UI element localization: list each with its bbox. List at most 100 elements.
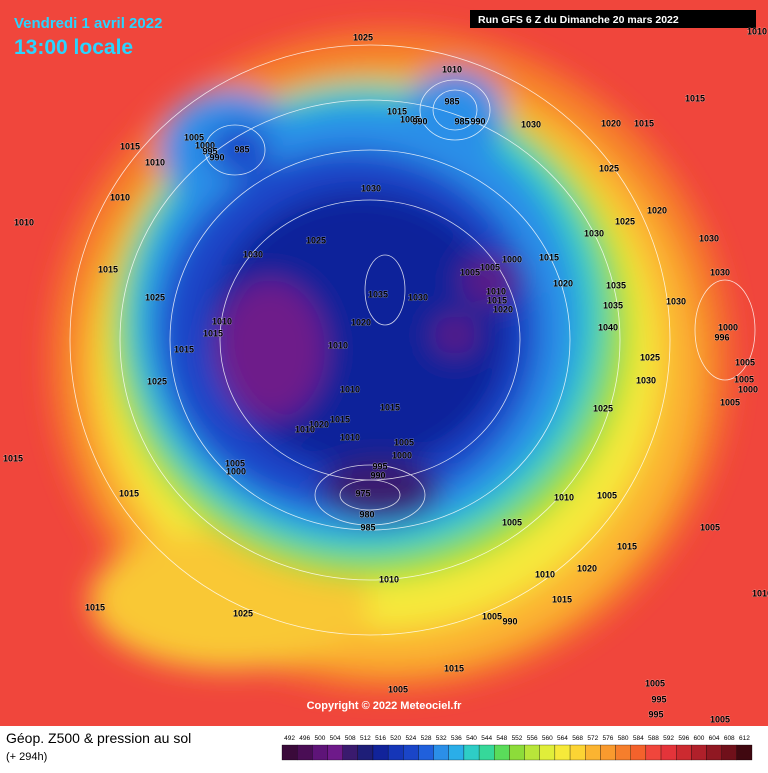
isobar-label: 1015 xyxy=(617,541,637,551)
isobar-label: 1030 xyxy=(361,183,381,193)
scale-swatch xyxy=(585,744,601,761)
scale-swatch xyxy=(600,744,616,761)
isobar-label: 985 xyxy=(444,96,459,106)
isobar-label: 985 xyxy=(234,144,249,154)
isobar-label: 1005 xyxy=(460,267,480,277)
isobar-label: 1040 xyxy=(598,322,618,332)
scale-label: 492 xyxy=(284,735,295,742)
isobar-label: 1010 xyxy=(14,217,34,227)
isobar-label: 1005 xyxy=(502,517,522,527)
scale-swatch xyxy=(478,744,495,761)
isobar-label: 990 xyxy=(470,116,485,126)
scale-label: 544 xyxy=(481,735,492,742)
scale-label: 580 xyxy=(618,735,629,742)
isobar-label: 1010 xyxy=(442,64,462,74)
isobar-label: 1005 xyxy=(388,684,408,694)
isobar-label: 1015 xyxy=(634,118,654,128)
isobar-label: 975 xyxy=(355,488,370,498)
isobar-label: 1010 xyxy=(747,26,767,36)
scale-swatch xyxy=(433,744,449,761)
isobar-label: 1015 xyxy=(330,414,350,424)
isobar-label: 1005 xyxy=(710,714,730,724)
scale-swatch xyxy=(281,744,298,761)
scale-swatch xyxy=(312,744,328,761)
isobar-label: 1015 xyxy=(487,295,507,305)
isobar-label: 1015 xyxy=(174,344,194,354)
isobar-label: 980 xyxy=(359,509,374,519)
scale-label: 504 xyxy=(330,735,341,742)
run-info: Run GFS 6 Z du Dimanche 20 mars 2022 xyxy=(478,14,679,26)
isobar-label: 1025 xyxy=(599,163,619,173)
scale-label: 588 xyxy=(648,735,659,742)
isobar-label: 1015 xyxy=(119,488,139,498)
isobar-label: 1000 xyxy=(392,450,412,460)
isobar-label: 1005 xyxy=(700,522,720,532)
isobar-label: 1005 xyxy=(480,262,500,272)
isobar-label: 1025 xyxy=(640,352,660,362)
scale-label: 572 xyxy=(587,735,598,742)
isobar-label: 985 xyxy=(360,522,375,532)
scale-swatch xyxy=(357,744,374,761)
scale-label: 508 xyxy=(345,735,356,742)
isobar-label: 1010 xyxy=(145,157,165,167)
isobar-label: 1000 xyxy=(195,140,215,150)
isobar-label: 1005 xyxy=(394,437,414,447)
isobar-label: 1035 xyxy=(368,289,388,299)
isobar-label: 1010 xyxy=(340,384,360,394)
run-box xyxy=(470,10,756,28)
scale-swatch xyxy=(691,744,707,761)
scale-swatch xyxy=(569,744,586,761)
isobar-label: 1000 xyxy=(738,384,758,394)
isobar-label: 990 xyxy=(370,470,385,480)
isobar-label: 985 xyxy=(454,116,469,126)
scale-swatch xyxy=(615,744,631,761)
copyright: Copyright © 2022 Meteociel.fr xyxy=(307,700,463,712)
isobar-label: 1030 xyxy=(521,119,541,129)
isobar-label: 1035 xyxy=(603,300,623,310)
isobar-label: 1020 xyxy=(601,118,621,128)
scale-label: 560 xyxy=(542,735,553,742)
scale-label: 556 xyxy=(527,735,538,742)
scale-swatch xyxy=(660,744,677,761)
isobar-label: 1025 xyxy=(353,32,373,42)
isobar-label: 1015 xyxy=(387,106,407,116)
isobar-label: 1010 xyxy=(486,286,506,296)
scale-label: 612 xyxy=(739,735,750,742)
isobar-label: 1005 xyxy=(645,678,665,688)
isobar-label: 990 xyxy=(412,116,427,126)
scale-label: 532 xyxy=(436,735,447,742)
scale-swatch xyxy=(645,744,662,761)
scale-swatch xyxy=(463,744,480,761)
isobar-label: 1025 xyxy=(233,608,253,618)
scale-label: 512 xyxy=(360,735,371,742)
isobar-label: 1025 xyxy=(147,376,167,386)
isobar-label: 1025 xyxy=(593,403,613,413)
footer-title: Géop. Z500 & pression au sol xyxy=(6,730,191,746)
isobar-label: 995 xyxy=(372,461,387,471)
scale-label: 604 xyxy=(709,735,720,742)
isobar-label: 1020 xyxy=(553,278,573,288)
scale-label: 584 xyxy=(633,735,644,742)
isobar-label: 1015 xyxy=(444,663,464,673)
isobar-label: 1015 xyxy=(203,328,223,338)
isobar-label: 995 xyxy=(651,694,666,704)
isobar-label: 1010 xyxy=(535,569,555,579)
forecast-lead: (+ 294h) xyxy=(6,751,47,763)
scale-label: 548 xyxy=(496,735,507,742)
scale-label: 528 xyxy=(421,735,432,742)
local-time: 13:00 locale xyxy=(14,36,133,59)
isobar-label: 1010 xyxy=(328,340,348,350)
isobar-label: 1015 xyxy=(3,453,23,463)
isobar-label: 1000 xyxy=(226,466,246,476)
scale-label: 536 xyxy=(451,735,462,742)
isobar-label: 1015 xyxy=(539,252,559,262)
isobar-label: 1005 xyxy=(184,132,204,142)
scale-swatch xyxy=(403,744,419,761)
scale-swatch xyxy=(630,744,647,761)
isobar-label: 1010 xyxy=(295,424,315,434)
isobar-label: 1030 xyxy=(666,296,686,306)
scale-label: 540 xyxy=(466,735,477,742)
isobar-label: 1015 xyxy=(85,602,105,612)
isobar-label: 1025 xyxy=(306,235,326,245)
